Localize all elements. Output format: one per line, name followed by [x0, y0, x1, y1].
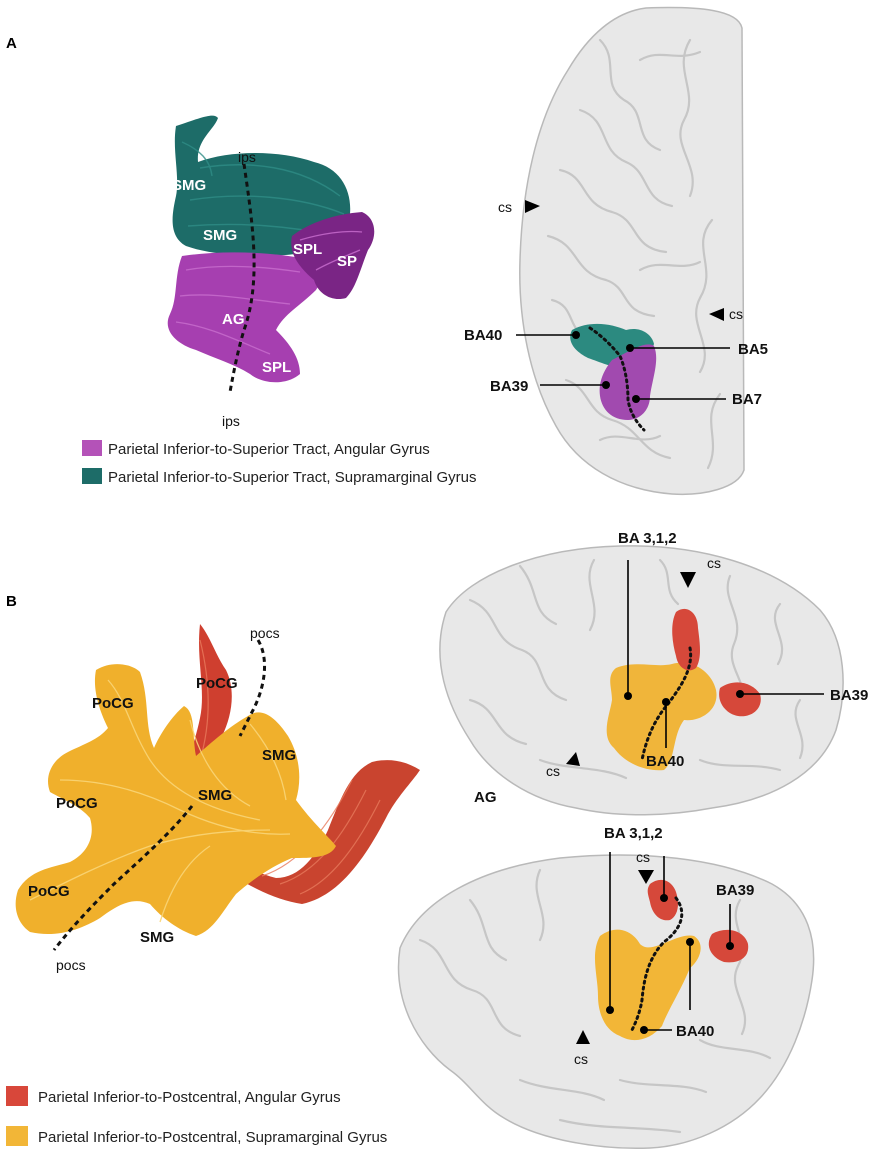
brain-b-top-ag-region-sup	[672, 608, 700, 671]
brain-lateral-bottom-gyri	[418, 868, 772, 1134]
panel-b-letter: B	[6, 593, 17, 610]
label-ba40-bottom: BA40	[676, 1023, 714, 1040]
pocs-line-bottom	[52, 805, 194, 951]
label-pocg-top-right: PoCG	[196, 675, 238, 692]
label-cs-top-bottom: cs	[636, 849, 650, 865]
label-pocs-top: pocs	[250, 625, 280, 641]
label-ba39-top: BA39	[830, 687, 868, 704]
leader-ba7-dot	[632, 395, 640, 403]
leader-ba40-a-dot	[572, 331, 580, 339]
ips-line	[228, 163, 256, 393]
legend-b-label-ag: Parietal Inferior-to-Postcentral, Angula…	[38, 1089, 341, 1106]
label-spl-upper: SPL	[293, 241, 322, 258]
legend-a-swatch-ag	[82, 440, 102, 456]
leader-ba40-bottom-dot	[686, 938, 694, 946]
label-ag-b: AG	[474, 789, 497, 806]
leader-ba39-bottom-dot	[726, 942, 734, 950]
cs-arrow-right	[709, 308, 724, 321]
brain-b-top-smg-region	[606, 662, 717, 771]
label-pocg-mid: PoCG	[56, 795, 98, 812]
leader-red-dot-bottom	[660, 894, 668, 902]
label-smg-top: SMG	[172, 177, 206, 194]
cs-arrow-top-b	[680, 572, 696, 588]
legend-a-swatch-smg	[82, 468, 102, 484]
leader-ba39-a-dot	[602, 381, 610, 389]
label-cs-right: cs	[729, 306, 743, 322]
label-cs-bottom: cs	[574, 1051, 588, 1067]
leader-ba312-top-dot	[624, 692, 632, 700]
brain-b-bottom-smg-region	[594, 929, 701, 1041]
cs-arrow-bottom	[576, 1030, 590, 1044]
smg-superior-tract	[172, 115, 351, 256]
leader-ba40-top-dot	[662, 698, 670, 706]
legend-b-swatch-smg	[6, 1126, 28, 1146]
label-pocg-low: PoCG	[28, 883, 70, 900]
label-pocs-bottom: pocs	[56, 957, 86, 973]
legend-a-label-smg: Parietal Inferior-to-Superior Tract, Sup…	[108, 469, 476, 486]
label-ag: AG	[222, 311, 245, 328]
label-ba312-bottom: BA 3,1,2	[604, 825, 663, 842]
panel-b-top-brain	[439, 545, 844, 816]
panel-b-tract-bundle	[15, 624, 420, 951]
panel-a-legend: Parietal Inferior-to-Superior Tract, Ang…	[82, 440, 476, 486]
label-ba39-bottom: BA39	[716, 882, 754, 899]
legend-b-label-smg: Parietal Inferior-to-Postcentral, Supram…	[38, 1129, 387, 1146]
panel-b-legend: Parietal Inferior-to-Postcentral, Angula…	[6, 1086, 387, 1146]
label-sp: SP	[337, 253, 357, 270]
leader-ba312-bottom-dot	[606, 1006, 614, 1014]
ag-superior-tract	[167, 252, 321, 383]
panel-a-brain	[519, 6, 745, 496]
label-ba312-top: BA 3,1,2	[618, 530, 677, 547]
ips-dotted-top	[588, 326, 646, 432]
pocs-line-top	[238, 639, 266, 737]
label-cs-left-b: cs	[546, 763, 560, 779]
label-smg-mid-b: SMG	[198, 787, 232, 804]
label-ba7: BA7	[732, 391, 762, 408]
legend-b-swatch-ag	[6, 1086, 28, 1106]
cs-arrow-top-bottom	[638, 870, 654, 884]
label-cs-left: cs	[498, 199, 512, 215]
label-smg-right: SMG	[262, 747, 296, 764]
label-ba40-a: BA40	[464, 327, 502, 344]
cs-arrow-left-b	[566, 752, 580, 766]
panel-a-letter: A	[6, 35, 17, 52]
cs-dotted-bottom-brain	[630, 896, 684, 1032]
brain-b-top-ag-region-inf	[719, 682, 761, 717]
label-smg-mid: SMG	[203, 227, 237, 244]
brain-top-view	[519, 6, 745, 496]
label-ips-top: ips	[238, 149, 256, 165]
leader-ba5-dot	[626, 344, 634, 352]
ag-superior-fibers	[175, 230, 363, 355]
label-ba5: BA5	[738, 341, 768, 358]
cs-arrow-left	[525, 200, 540, 213]
panel-b-bottom-brain	[397, 854, 815, 1149]
label-smg-bottom: SMG	[140, 929, 174, 946]
smg-postcentral-fibers	[29, 679, 291, 923]
label-cs-top-b: cs	[707, 555, 721, 571]
label-ba40-top: BA40	[646, 753, 684, 770]
label-ips-bottom: ips	[222, 413, 240, 429]
leader-ba39-top-dot	[736, 690, 744, 698]
spl-sp-purple-lobe	[291, 212, 375, 300]
label-pocg-top-left: PoCG	[92, 695, 134, 712]
legend-a-label-ag: Parietal Inferior-to-Superior Tract, Ang…	[108, 441, 430, 458]
label-spl-lower: SPL	[262, 359, 291, 376]
label-ba39-a: BA39	[490, 378, 528, 395]
panel-a-tract-bundle	[167, 115, 375, 393]
leader-ba40-bottom-dot2	[640, 1026, 648, 1034]
